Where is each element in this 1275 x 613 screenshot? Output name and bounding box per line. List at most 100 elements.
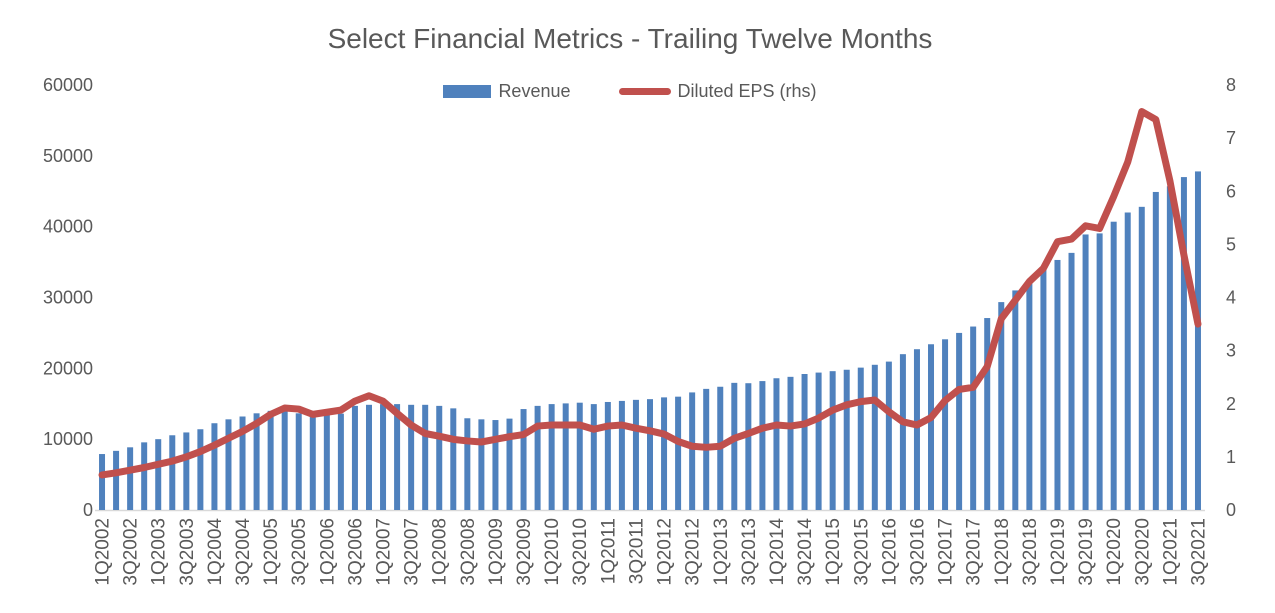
x-axis-tick-label: 3Q2002 xyxy=(121,518,142,586)
y-axis-right-tick-label: 0 xyxy=(1226,500,1236,520)
x-axis-tick-label: 3Q2009 xyxy=(514,518,535,586)
y-axis-left-tick-label: 30000 xyxy=(43,288,93,308)
revenue-bar xyxy=(857,367,864,510)
revenue-bar xyxy=(394,404,401,510)
revenue-bar xyxy=(183,432,190,510)
x-axis-tick-label: 3Q2011 xyxy=(626,518,647,584)
revenue-bar xyxy=(632,399,639,510)
x-axis-tick-label: 3Q2019 xyxy=(1076,518,1097,586)
revenue-bar xyxy=(253,413,260,510)
revenue-bar xyxy=(843,369,850,510)
revenue-swatch-icon xyxy=(443,84,492,98)
revenue-bar xyxy=(731,382,738,510)
revenue-bar xyxy=(337,413,344,510)
y-axis-right-tick-label: 7 xyxy=(1226,128,1236,148)
revenue-bar xyxy=(829,371,836,510)
revenue-bar xyxy=(365,404,372,510)
y-axis-left-tick-label: 0 xyxy=(83,500,93,520)
y-axis-right-tick-label: 5 xyxy=(1226,234,1236,254)
x-axis-tick-label: 1Q2012 xyxy=(655,518,676,586)
x-axis-tick-label: 1Q2010 xyxy=(542,518,563,586)
x-axis-tick-label: 1Q2008 xyxy=(430,518,451,586)
revenue-bar xyxy=(1124,212,1131,510)
x-axis-tick-label: 3Q2020 xyxy=(1132,518,1153,586)
revenue-bar xyxy=(478,419,485,510)
revenue-bar xyxy=(647,399,653,510)
revenue-bar xyxy=(211,423,218,510)
y-axis-right-tick-label: 8 xyxy=(1226,75,1236,95)
x-axis-tick-label: 3Q2017 xyxy=(964,518,985,586)
revenue-bar xyxy=(984,318,991,510)
revenue-bar xyxy=(1040,269,1047,510)
revenue-bar xyxy=(548,404,555,510)
revenue-bar xyxy=(815,372,822,510)
x-axis-tick-label: 3Q2013 xyxy=(739,518,760,586)
x-axis-tick-label: 1Q2017 xyxy=(936,518,957,586)
x-axis-tick-label: 3Q2018 xyxy=(1020,518,1041,586)
x-axis-tick-label: 1Q2020 xyxy=(1104,518,1125,586)
revenue-bar xyxy=(871,364,878,510)
revenue-bar xyxy=(942,339,949,510)
revenue-bar xyxy=(1110,221,1117,511)
x-axis-tick-label: 1Q2009 xyxy=(486,518,507,586)
revenue-bar xyxy=(464,418,471,510)
revenue-bar xyxy=(534,405,541,510)
revenue-bar xyxy=(436,405,443,510)
revenue-bar xyxy=(759,381,766,510)
x-axis-tick-label: 3Q2006 xyxy=(345,518,366,586)
revenue-bar xyxy=(1082,234,1089,511)
legend-label-eps: Diluted EPS (rhs) xyxy=(677,80,817,101)
y-axis-right-tick-label: 2 xyxy=(1226,394,1236,414)
x-axis-tick-label: 1Q2005 xyxy=(261,518,282,586)
revenue-bar xyxy=(1054,259,1061,510)
revenue-bar xyxy=(998,302,1005,510)
revenue-bar xyxy=(956,332,963,510)
x-axis-tick-label: 1Q2007 xyxy=(374,518,395,586)
revenue-bar xyxy=(323,414,330,510)
x-axis-tick-label: 1Q2013 xyxy=(711,518,732,586)
eps-line xyxy=(98,108,1202,479)
y-axis-left-tick-label: 40000 xyxy=(43,217,93,237)
revenue-bar xyxy=(520,409,527,510)
x-axis-tick-label: 1Q2003 xyxy=(149,518,170,586)
revenue-bar xyxy=(450,408,457,510)
y-axis-right-tick-label: 4 xyxy=(1226,288,1236,308)
revenue-bar xyxy=(295,413,302,510)
x-axis-tick-label: 1Q2021 xyxy=(1160,518,1181,586)
chart-title: Select Financial Metrics - Trailing Twel… xyxy=(327,23,933,54)
revenue-bar xyxy=(928,344,935,510)
x-axis-tick-label: 1Q2014 xyxy=(767,518,788,586)
revenue-bar xyxy=(492,420,499,510)
legend-item-eps: Diluted EPS (rhs) xyxy=(618,80,817,102)
revenue-bar xyxy=(113,450,120,510)
revenue-bar xyxy=(351,405,358,510)
x-axis-tick-label: 1Q2004 xyxy=(205,518,226,586)
revenue-bar xyxy=(885,361,892,510)
revenue-bar xyxy=(689,392,696,510)
x-axis-tick-label: 1Q2018 xyxy=(992,518,1013,586)
revenue-bar xyxy=(773,378,780,510)
revenue-bar xyxy=(899,354,906,510)
x-axis-tick-label: 3Q2010 xyxy=(570,518,591,586)
revenue-bar xyxy=(604,401,611,510)
x-axis-tick-label: 3Q2015 xyxy=(851,518,872,586)
revenue-bar xyxy=(618,400,625,510)
x-axis-tick-label: 3Q2008 xyxy=(458,518,479,586)
x-axis-tick-label: 3Q2016 xyxy=(907,518,928,586)
revenue-bar xyxy=(801,374,808,510)
revenue-bar xyxy=(239,416,246,510)
y-axis-left-tick-label: 50000 xyxy=(43,146,93,166)
y-axis-right-tick-label: 3 xyxy=(1226,341,1236,361)
revenue-bar xyxy=(225,419,232,510)
x-axis-tick-label: 1Q2002 xyxy=(93,518,114,586)
x-axis-tick-label: 3Q2012 xyxy=(683,518,704,586)
y-axis-left-tick-label: 10000 xyxy=(43,429,93,449)
x-axis-tick-label: 3Q2004 xyxy=(233,518,254,586)
x-axis-tick-label: 3Q2007 xyxy=(402,518,423,586)
revenue-bar xyxy=(1096,233,1103,511)
eps-line-swatch-icon xyxy=(618,87,671,95)
revenue-bar xyxy=(506,418,513,510)
revenue-bar xyxy=(281,408,288,510)
